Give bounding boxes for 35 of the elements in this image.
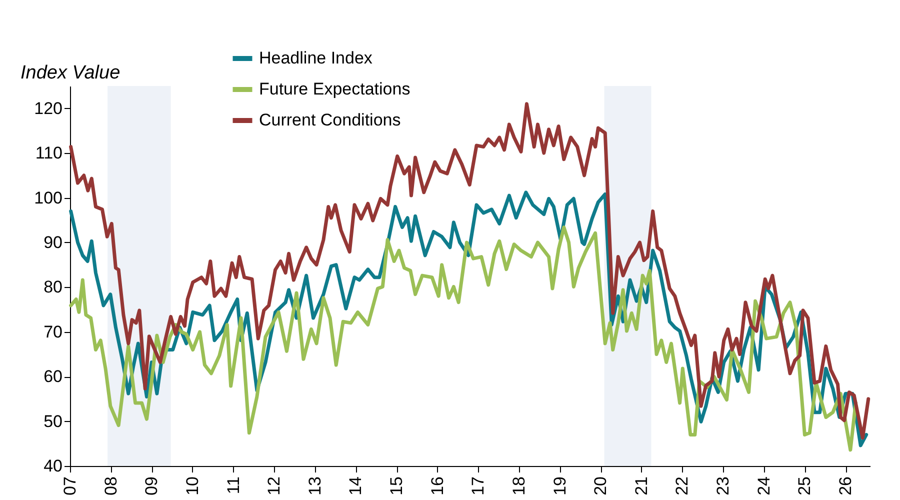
legend-label: Headline Index (259, 48, 373, 68)
x-tick-label: 25 (795, 476, 814, 496)
x-tick-label: 24 (754, 476, 774, 496)
x-tick-label: 12 (264, 476, 284, 496)
x-tick-label: 21 (632, 476, 651, 496)
x-tick-label: 09 (142, 476, 162, 496)
x-tick-label: 26 (836, 476, 856, 496)
x-tick-label: 18 (509, 476, 528, 496)
x-tick-label: 20 (591, 476, 610, 496)
x-tick-label: 14 (346, 476, 366, 496)
legend-label: Current Conditions (259, 110, 401, 130)
y-tick-label: 100 (34, 188, 62, 208)
y-tick-label: 70 (44, 322, 62, 342)
line-series (69, 226, 858, 452)
x-tick-label: 19 (550, 476, 570, 496)
x-tick-label: 08 (101, 476, 120, 496)
legend-label: Future Expectations (259, 80, 410, 98)
y-tick-label: 40 (44, 456, 62, 476)
y-tick-label: 60 (44, 367, 62, 386)
x-tick-label: 10 (182, 476, 202, 496)
y-tick-label: 80 (44, 278, 62, 297)
x-tick-label: 11 (224, 476, 243, 494)
x-tick-label: 15 (387, 476, 406, 496)
y-axis-title: Index Value (20, 62, 120, 84)
x-tick-label: 07 (60, 476, 80, 496)
x-tick-label: 16 (428, 476, 447, 496)
x-tick-label: 13 (305, 476, 324, 496)
y-tick-label: 120 (34, 98, 62, 118)
y-tick-label: 90 (44, 232, 62, 252)
line-series (69, 102, 870, 440)
x-tick-label: 22 (672, 476, 692, 496)
x-tick-label: 23 (714, 476, 733, 496)
y-tick-label: 50 (44, 412, 62, 431)
y-tick-label: 110 (35, 144, 62, 163)
x-tick-label: 17 (468, 476, 488, 496)
